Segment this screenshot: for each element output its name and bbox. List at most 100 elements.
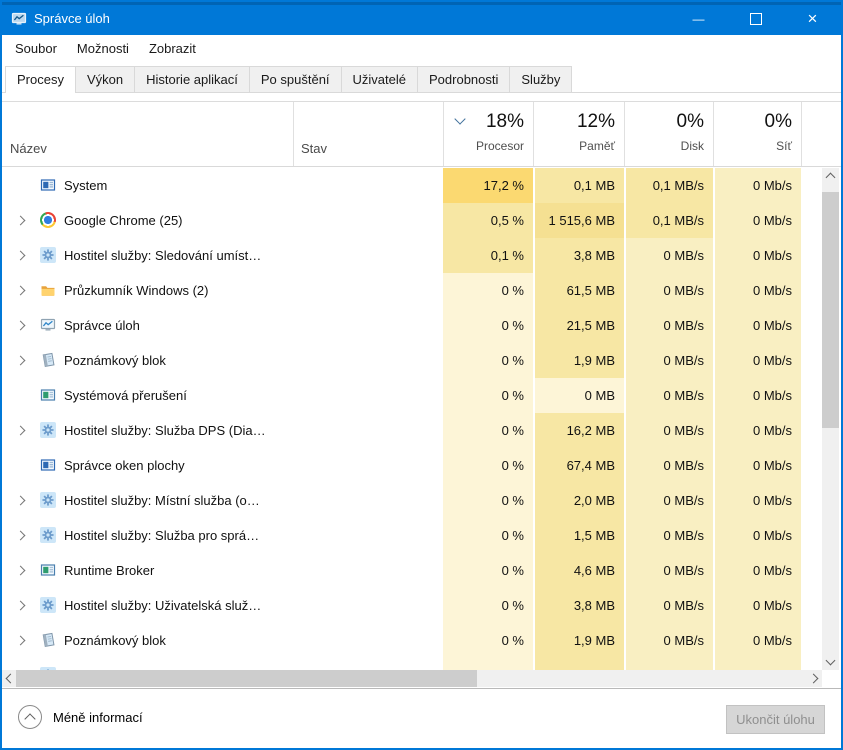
cpu-cell: 0 % bbox=[443, 588, 533, 623]
process-row[interactable]: Poznámkový blok 0 % 1,9 MB 0 MB/s 0 Mb/s bbox=[2, 623, 822, 658]
menu-item-soubor[interactable]: Soubor bbox=[15, 40, 57, 56]
column-header-cpu[interactable]: 18% Procesor bbox=[443, 102, 533, 166]
app-icon bbox=[11, 11, 27, 27]
memory-cell: 4,6 MB bbox=[535, 553, 624, 588]
window-controls: — × bbox=[670, 2, 841, 35]
column-divider bbox=[713, 102, 714, 166]
memory-cell: 21,5 MB bbox=[535, 308, 624, 343]
process-row[interactable]: Hostitel služby: Služba DPS (Dia… 0 % 16… bbox=[2, 413, 822, 448]
expand-chevron-icon[interactable] bbox=[15, 215, 26, 226]
scroll-right-icon[interactable] bbox=[808, 673, 819, 684]
scroll-left-icon[interactable] bbox=[5, 673, 16, 684]
app-window-green-icon bbox=[40, 562, 56, 578]
memory-cell: 16,2 MB bbox=[535, 413, 624, 448]
end-task-button[interactable]: Ukončit úlohu bbox=[726, 705, 825, 734]
disk-cell: 0 MB/s bbox=[626, 518, 713, 553]
minimize-icon: — bbox=[692, 11, 705, 26]
expand-chevron-icon[interactable] bbox=[15, 565, 26, 576]
column-divider bbox=[443, 102, 444, 166]
cpu-total-percent: 18% bbox=[485, 111, 524, 132]
process-row[interactable]: Hostitel služby: Služba pro sprá… 0 % 1,… bbox=[2, 518, 822, 553]
expand-chevron-icon[interactable] bbox=[15, 320, 26, 331]
tab-sluzby[interactable]: Služby bbox=[509, 66, 573, 92]
process-row[interactable]: Hostitel služby: Sledování umíst… 0,1 % … bbox=[2, 238, 822, 273]
process-row[interactable]: Průzkumník Windows (2) 0 % 61,5 MB 0 MB/… bbox=[2, 273, 822, 308]
disk-cell: 0,1 MB/s bbox=[626, 168, 713, 203]
service-gear-icon bbox=[40, 667, 56, 670]
process-row[interactable] bbox=[2, 658, 822, 670]
tab-historie-aplikaci[interactable]: Historie aplikací bbox=[134, 66, 250, 92]
expand-chevron-icon[interactable] bbox=[17, 182, 23, 188]
disk-cell: 0 MB/s bbox=[626, 343, 713, 378]
memory-column-label: Paměť bbox=[579, 139, 615, 153]
disk-cell: 0 MB/s bbox=[626, 588, 713, 623]
titlebar[interactable]: Správce úloh — × bbox=[2, 2, 841, 35]
cpu-cell bbox=[443, 658, 533, 670]
network-cell: 0 Mb/s bbox=[715, 448, 801, 483]
network-cell bbox=[715, 658, 801, 670]
vertical-scrollbar[interactable] bbox=[822, 168, 839, 670]
expand-chevron-icon[interactable] bbox=[15, 600, 26, 611]
app-window-green-icon bbox=[40, 387, 56, 403]
expand-chevron-icon[interactable] bbox=[17, 462, 23, 468]
process-row[interactable]: Hostitel služby: Uživatelská služ… 0 % 3… bbox=[2, 588, 822, 623]
close-button[interactable]: × bbox=[784, 2, 841, 35]
less-details-button[interactable]: Méně informací bbox=[18, 705, 143, 729]
expand-chevron-icon[interactable] bbox=[15, 285, 26, 296]
column-header-disk[interactable]: 0% Disk bbox=[624, 102, 713, 166]
process-row[interactable]: Správce oken plochy 0 % 67,4 MB 0 MB/s 0… bbox=[2, 448, 822, 483]
process-row[interactable]: Hostitel služby: Místní služba (o… 0 % 2… bbox=[2, 483, 822, 518]
column-header-status[interactable]: Stav bbox=[301, 141, 328, 156]
process-row[interactable]: System 17,2 % 0,1 MB 0,1 MB/s 0 Mb/s bbox=[2, 168, 822, 203]
tab-vykon[interactable]: Výkon bbox=[74, 66, 136, 92]
less-details-label: Méně informací bbox=[53, 709, 143, 725]
scroll-up-icon[interactable] bbox=[825, 172, 836, 183]
tab-procesy[interactable]: Procesy bbox=[5, 66, 76, 93]
process-name: Systémová přerušení bbox=[64, 388, 187, 403]
expand-chevron-icon[interactable] bbox=[15, 355, 26, 366]
process-row[interactable]: Systémová přerušení 0 % 0 MB 0 MB/s 0 Mb… bbox=[2, 378, 822, 413]
memory-cell: 0,1 MB bbox=[535, 168, 624, 203]
process-list: System 17,2 % 0,1 MB 0,1 MB/s 0 Mb/s Goo… bbox=[2, 168, 822, 670]
scroll-down-icon[interactable] bbox=[825, 655, 836, 666]
column-divider bbox=[624, 102, 625, 166]
expand-chevron-icon[interactable] bbox=[15, 250, 26, 261]
service-gear-icon bbox=[40, 247, 56, 263]
app-window-blue-icon bbox=[40, 457, 56, 473]
disk-cell: 0 MB/s bbox=[626, 553, 713, 588]
minimize-button[interactable]: — bbox=[670, 2, 727, 35]
memory-cell: 3,8 MB bbox=[535, 238, 624, 273]
memory-total-percent: 12% bbox=[576, 111, 615, 132]
tab-podrobnosti[interactable]: Podrobnosti bbox=[417, 66, 511, 92]
horizontal-scrollbar-thumb[interactable] bbox=[16, 670, 477, 687]
menu-item-moznosti[interactable]: Možnosti bbox=[76, 40, 129, 56]
expand-chevron-icon[interactable] bbox=[15, 635, 26, 646]
memory-cell: 0 MB bbox=[535, 378, 624, 413]
maximize-button[interactable] bbox=[727, 2, 784, 35]
expand-chevron-icon[interactable] bbox=[17, 392, 23, 398]
cpu-cell: 0 % bbox=[443, 553, 533, 588]
maximize-icon bbox=[749, 12, 762, 25]
network-cell: 0 Mb/s bbox=[715, 308, 801, 343]
memory-cell: 2,0 MB bbox=[535, 483, 624, 518]
cpu-cell: 17,2 % bbox=[443, 168, 533, 203]
menu-item-zobrazit[interactable]: Zobrazit bbox=[148, 40, 196, 56]
expand-chevron-icon[interactable] bbox=[15, 530, 26, 541]
memory-cell: 1,9 MB bbox=[535, 623, 624, 658]
expand-chevron-icon[interactable] bbox=[15, 425, 26, 436]
vertical-scrollbar-thumb[interactable] bbox=[822, 192, 839, 428]
process-row[interactable]: Správce úloh 0 % 21,5 MB 0 MB/s 0 Mb/s bbox=[2, 308, 822, 343]
expand-chevron-icon[interactable] bbox=[15, 495, 26, 506]
network-cell: 0 Mb/s bbox=[715, 273, 801, 308]
process-row[interactable]: Runtime Broker 0 % 4,6 MB 0 MB/s 0 Mb/s bbox=[2, 553, 822, 588]
tab-uzivatele[interactable]: Uživatelé bbox=[340, 66, 418, 92]
network-cell: 0 Mb/s bbox=[715, 168, 801, 203]
tab-po-spusteni[interactable]: Po spuštění bbox=[248, 66, 342, 92]
network-total-percent: 0% bbox=[764, 111, 792, 132]
process-row[interactable]: Google Chrome (25) 0,5 % 1 515,6 MB 0,1 … bbox=[2, 203, 822, 238]
column-header-memory[interactable]: 12% Paměť bbox=[533, 102, 624, 166]
horizontal-scrollbar[interactable] bbox=[2, 670, 822, 687]
column-header-network[interactable]: 0% Síť bbox=[713, 102, 801, 166]
column-header-name[interactable]: Název bbox=[10, 141, 47, 156]
process-row[interactable]: Poznámkový blok 0 % 1,9 MB 0 MB/s 0 Mb/s bbox=[2, 343, 822, 378]
